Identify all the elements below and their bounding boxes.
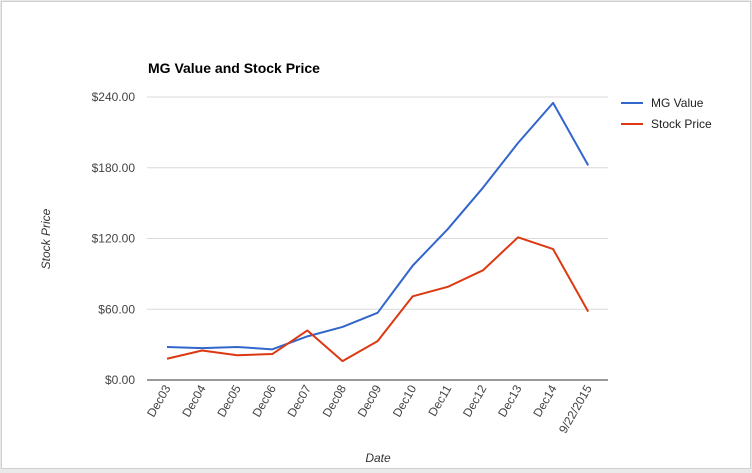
series-lines — [166, 101, 590, 363]
x-tick-label: 9/22/2015 — [556, 382, 595, 436]
series-line-0 — [166, 101, 590, 351]
y-tick-label: $120.00 — [92, 232, 136, 246]
legend: MG Value Stock Price — [621, 96, 712, 131]
x-tick-label: Dec10 — [390, 382, 420, 419]
x-tick-label: Dec05 — [214, 382, 244, 419]
y-tick-label: $180.00 — [92, 161, 136, 175]
x-tick-label: Dec09 — [355, 382, 385, 419]
x-tick-label: Dec08 — [320, 382, 350, 419]
x-tick-label: Dec06 — [249, 382, 279, 419]
x-tick-label: Dec12 — [460, 382, 490, 419]
x-tick-label: Dec04 — [179, 382, 209, 419]
x-tick-label: Dec11 — [425, 382, 454, 419]
x-tick-label: Dec03 — [144, 382, 174, 419]
y-axis-title: Stock Price — [39, 208, 53, 269]
y-axis-ticks: $0.00 $60.00 $120.00 $180.00 $240.00 — [92, 90, 136, 387]
y-tick-label: $240.00 — [92, 90, 136, 104]
x-axis-title: Date — [365, 451, 391, 465]
chart-title: MG Value and Stock Price — [148, 60, 320, 76]
x-tick-label: Dec13 — [495, 382, 525, 419]
legend-label: MG Value — [651, 96, 704, 110]
x-axis-ticks: Dec03 Dec04 Dec05 Dec06 Dec07 Dec08 Dec09 Dec10… — [144, 382, 595, 436]
x-tick-label: Dec14 — [530, 382, 560, 419]
y-tick-label: $0.00 — [105, 373, 135, 387]
series-line-1 — [166, 236, 590, 363]
x-tick-label: Dec07 — [285, 382, 315, 419]
gridlines — [147, 96, 608, 310]
y-tick-label: $60.00 — [98, 302, 135, 316]
legend-label: Stock Price — [651, 117, 712, 131]
